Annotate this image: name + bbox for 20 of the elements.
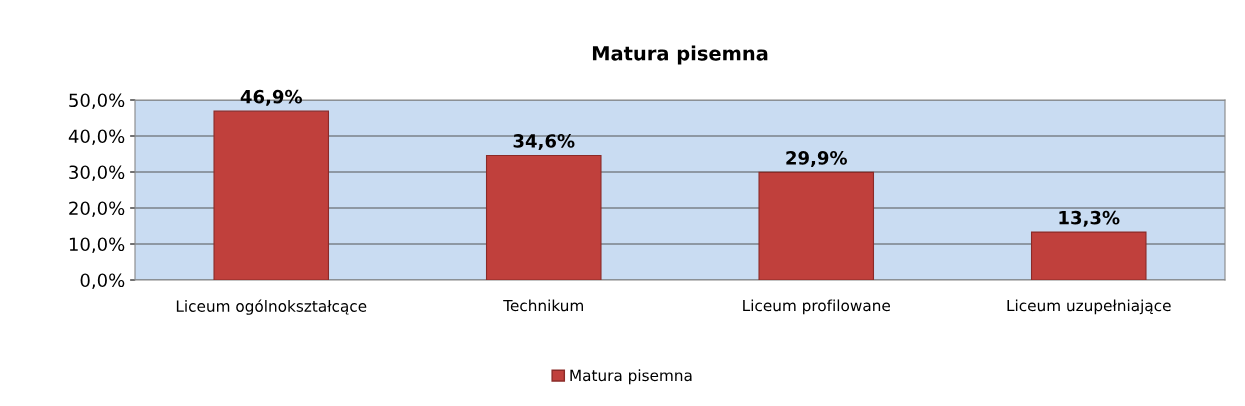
y-tick-label: 30,0% [69,165,125,181]
bar [213,110,330,280]
y-tick-label: 50,0% [69,93,125,109]
x-tick-label: Liceum profilowane [743,299,890,315]
data-label: 29,9% [786,151,847,167]
y-tick-label: 0,0% [80,273,125,289]
bar [758,171,875,280]
x-tick-label: Liceum ogólnokształcące [176,299,367,315]
x-tick-label: Liceum uzupełniające [1007,299,1171,315]
bar [1030,231,1147,280]
bar [485,154,602,280]
chart-title: Matura pisemna [592,45,768,65]
y-tick-label: 10,0% [69,237,125,253]
data-label: 13,3% [1059,210,1120,227]
y-tick-label: 20,0% [69,201,125,217]
legend-label: Matura pisemna [570,369,692,385]
data-label: 34,6% [513,134,575,151]
x-tick-label: Technikum [503,299,583,312]
y-tick-label: 40,0% [68,129,125,145]
data-label: 46,9% [240,89,302,106]
